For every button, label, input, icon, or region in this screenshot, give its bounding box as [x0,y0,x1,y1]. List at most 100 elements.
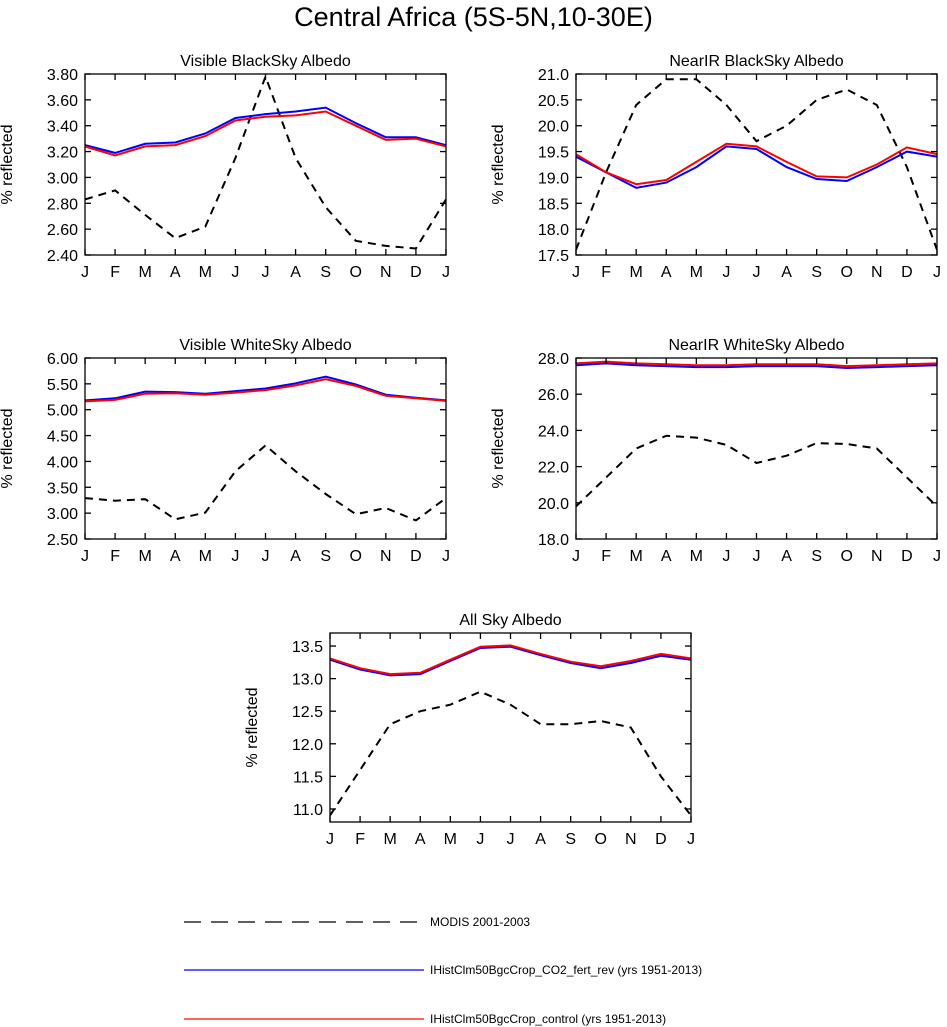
control-line [330,644,691,676]
x-tick-label: J [687,831,695,848]
panel-2: NearIR BlackSky Albedo % reflected J F M A M J J… [490,53,941,281]
x-tick-label: M [384,831,397,848]
modis-line [576,78,937,251]
x-tick-label: J [753,548,761,565]
y-tick-label: 11.0 [293,802,323,819]
y-tick-label: 3.50 [47,480,78,497]
y-tick-label: 28.0 [538,351,569,368]
co2-fert-rev-line [576,145,937,189]
x-tick-label: F [601,264,611,281]
panel-title: Visible BlackSky Albedo [180,53,351,70]
y-tick-label: 26.0 [538,387,569,404]
y-tick-label: 6.00 [47,351,78,368]
x-tick-label: J [262,548,270,565]
modis-line [85,444,446,522]
legend-label: IHistClm50BgcCrop_CO2_fert_rev (yrs 1951… [430,963,702,977]
x-tick-label: F [355,831,365,848]
y-tick-label: 4.00 [47,454,78,471]
x-tick-label: J [442,548,450,565]
x-tick-label: S [320,264,331,281]
y-tick-label: 18.0 [538,222,569,239]
x-tick-label: N [380,264,392,281]
y-tick-label: 2.40 [47,248,78,265]
y-tick-label: 3.00 [47,506,78,523]
x-tick-label: D [655,831,667,848]
panel-3: Visible WhiteSky Albedo % reflected J F M A M J… [0,337,450,565]
y-tick-label: 4.50 [47,429,78,446]
y-tick-label: 18.5 [538,196,569,213]
x-tick-label: S [565,831,576,848]
x-tick-label: S [811,264,822,281]
x-tick-label: M [139,548,152,565]
x-tick-label: M [690,548,703,565]
x-tick-label: M [690,264,703,281]
control-line [85,110,446,157]
panel-title: NearIR WhiteSky Albedo [668,337,844,354]
y-axis-label: % reflected [490,124,507,204]
y-tick-label: 18.0 [538,532,569,549]
x-tick-label: F [110,548,120,565]
y-tick-label: 21.0 [538,67,569,84]
y-tick-label: 12.5 [292,704,323,721]
modis-line [330,690,691,817]
x-tick-label: J [933,548,941,565]
y-axis-label: % reflected [0,124,16,204]
x-tick-label: D [901,548,913,565]
x-tick-label: A [415,831,426,848]
x-tick-label: D [410,264,422,281]
x-tick-label: S [811,548,822,565]
x-tick-label: D [901,264,913,281]
control-line [576,142,937,186]
x-tick-label: J [231,548,239,565]
co2-fert-rev-line [576,362,937,370]
x-tick-label: N [871,548,883,565]
x-tick-label: J [81,548,89,565]
x-tick-label: N [380,548,392,565]
panel-title: NearIR BlackSky Albedo [669,53,843,70]
y-tick-label: 2.50 [47,532,78,549]
x-tick-label: O [350,264,362,281]
y-tick-label: 3.40 [47,119,78,136]
y-tick-label: 22.0 [538,460,569,477]
x-tick-label: M [630,548,643,565]
y-tick-label: 24.0 [538,423,569,440]
x-tick-label: A [661,264,672,281]
y-tick-label: 2.60 [47,222,78,239]
y-tick-label: 19.0 [538,170,569,187]
x-tick-label: M [199,264,212,281]
y-axis-label: % reflected [244,687,261,767]
x-tick-label: A [290,264,301,281]
y-tick-label: 2.80 [47,196,78,213]
x-tick-label: J [476,831,484,848]
x-tick-label: A [170,264,181,281]
x-tick-label: J [507,831,515,848]
x-tick-label: N [625,831,637,848]
x-tick-label: J [442,264,450,281]
y-tick-label: 17.5 [538,248,569,265]
y-tick-label: 12.0 [292,737,323,754]
y-tick-label: 20.0 [538,119,569,136]
x-tick-label: S [320,548,331,565]
x-tick-label: J [722,548,730,565]
x-tick-label: J [81,264,89,281]
x-tick-label: M [444,831,457,848]
co2-fert-rev-line [85,106,446,154]
plot-frame [84,73,447,256]
y-tick-label: 20.5 [538,93,569,110]
page-title: Central Africa (5S-5N,10-30E) [294,2,653,32]
x-tick-label: A [170,548,181,565]
legend-label: IHistClm50BgcCrop_control (yrs 1951-2013… [430,1012,666,1026]
y-tick-label: 3.80 [47,67,78,84]
x-tick-label: F [110,264,120,281]
legend-label: MODIS 2001-2003 [430,915,530,929]
x-tick-label: J [572,548,580,565]
x-tick-label: N [871,264,883,281]
panel-1: Visible BlackSky Albedo % reflected J F M A M J… [0,53,450,281]
x-tick-label: J [572,264,580,281]
modis-line [85,74,446,250]
y-tick-label: 19.5 [538,145,569,162]
y-tick-label: 13.5 [292,639,323,656]
x-tick-label: O [595,831,607,848]
